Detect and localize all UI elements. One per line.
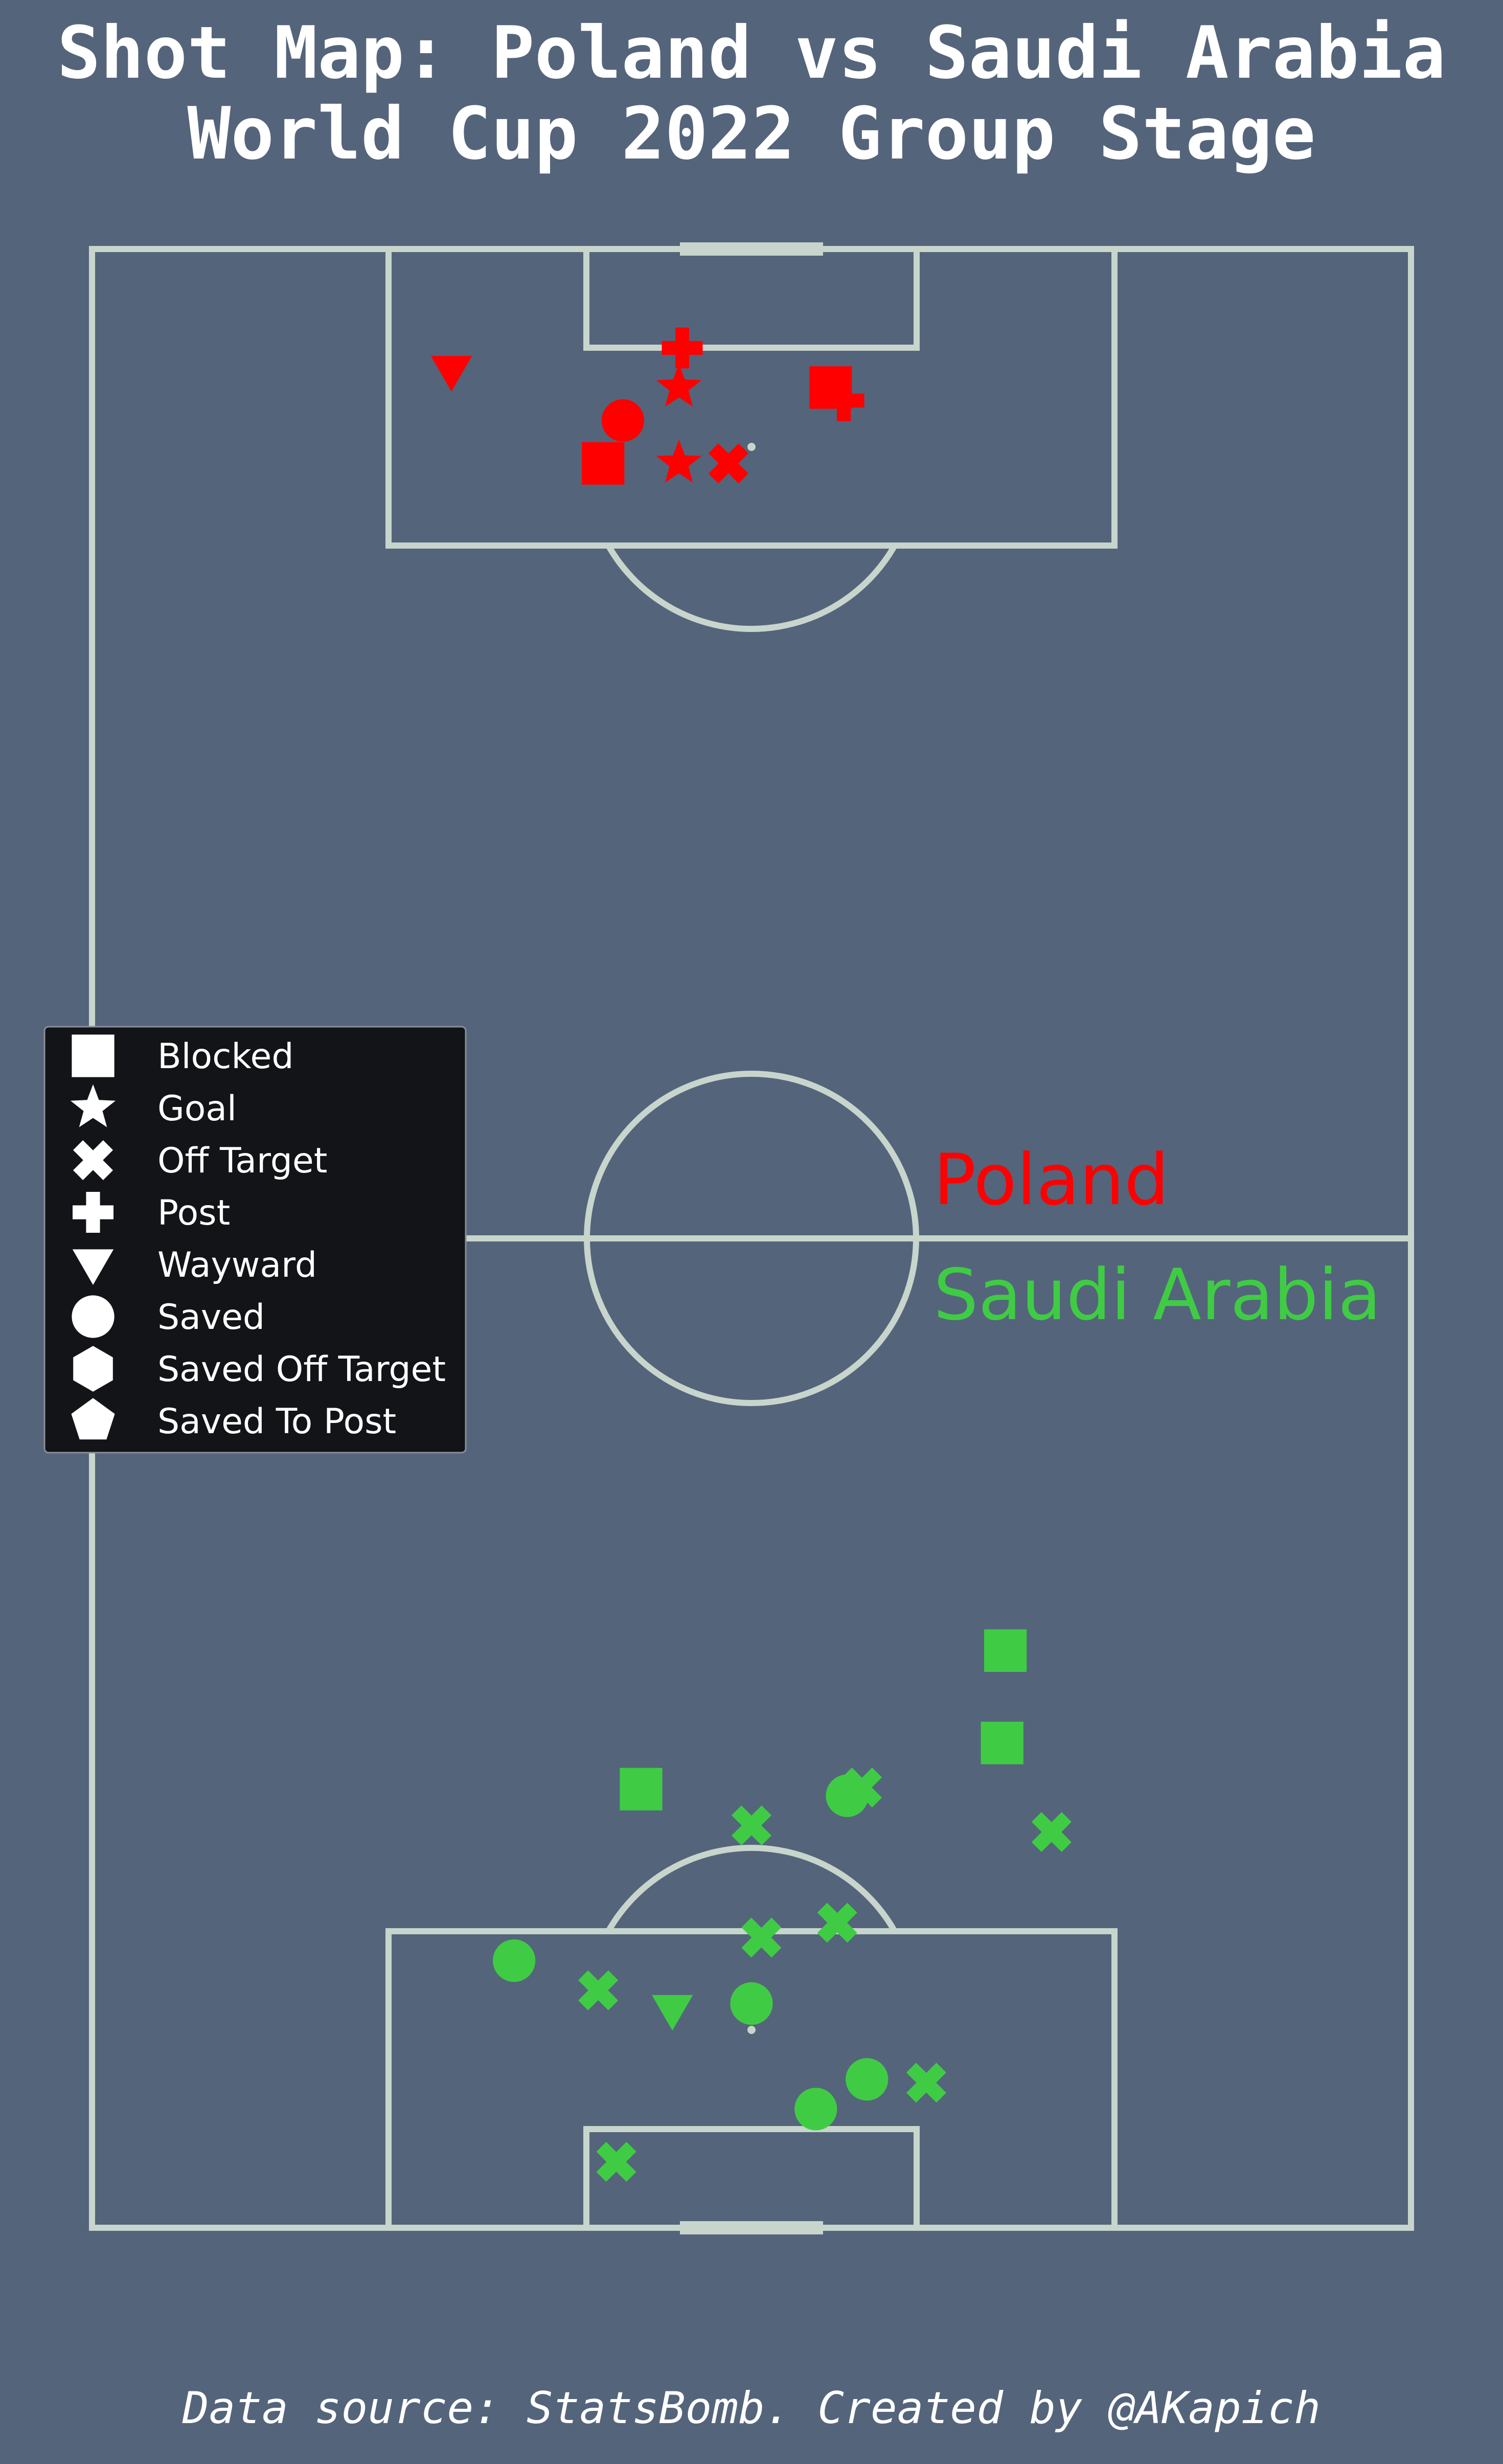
centre-spot	[749, 1236, 754, 1241]
saudi-arabia-shot-blocked	[620, 1768, 663, 1811]
saudi-arabia-shot-off-target	[731, 1805, 772, 1846]
saudi-arabia-shot-off-target	[817, 1903, 857, 1943]
poland-shot-off-target	[708, 443, 748, 484]
saudi-arabia-shot-blocked	[984, 1629, 1027, 1672]
centre-circle	[584, 1071, 919, 1406]
saudi-arabia-shot-saved	[846, 2058, 889, 2101]
team-label-poland: Poland	[933, 1139, 1169, 1221]
legend-saved-to-post-marker	[71, 1398, 115, 1440]
penalty-arc-top	[605, 544, 898, 632]
poland-shot-goal	[656, 439, 702, 483]
saudi-arabia-shot-off-target	[578, 1970, 619, 2010]
legend-saved-off-target-marker	[73, 1346, 113, 1392]
legend-wayward-marker	[72, 1249, 114, 1285]
saudi-arabia-shot-off-target	[596, 2142, 636, 2182]
penalty-spot-top	[747, 443, 756, 451]
saudi-arabia-shot-off-target	[741, 1917, 782, 1958]
penalty-arc-bottom	[605, 1845, 898, 1933]
penalty-area-bottom	[385, 1928, 1118, 2231]
legend-off-target-marker	[73, 1140, 113, 1181]
saudi-arabia-shot-off-target	[906, 2063, 946, 2103]
legend-post-marker	[73, 1192, 113, 1233]
legend-saved-to-post-label: Saved To Post	[157, 1401, 396, 1442]
legend-wayward-label: Wayward	[157, 1245, 317, 1285]
legend: Blocked Goal Off Target Post Wayward Saved Sav…	[43, 1026, 467, 1454]
penalty-area-top	[385, 246, 1118, 549]
poland-shot-post	[662, 327, 703, 369]
poland-shot-wayward	[430, 356, 472, 392]
title-line-1: Shot Map: Poland vs Saudi Arabia	[57, 11, 1446, 95]
saudi-arabia-shot-off-target	[1031, 1812, 1072, 1852]
legend-box	[43, 1026, 467, 1454]
poland-shot-saved	[601, 399, 645, 442]
shots-layer	[430, 327, 1072, 2182]
poland-shot-blocked	[582, 442, 625, 485]
saudi-arabia-shot-blocked	[981, 1722, 1023, 1765]
legend-goal-label: Goal	[157, 1089, 237, 1129]
title-line-2: World Cup 2022 Group Stage	[187, 92, 1316, 176]
saudi-arabia-shot-saved	[730, 1982, 773, 2025]
legend-post-label: Post	[157, 1193, 230, 1233]
saudi-arabia-shot-saved	[493, 1939, 536, 1982]
legend-saved-label: Saved	[157, 1297, 265, 1338]
legend-blocked-label: Blocked	[157, 1036, 294, 1077]
legend-saved-marker	[72, 1295, 115, 1338]
poland-shot-post	[823, 380, 864, 421]
saudi-arabia-shot-saved	[826, 1774, 869, 1817]
legend-blocked-marker	[72, 1034, 115, 1077]
penalty-spot-bottom	[747, 2026, 756, 2034]
legend-saved-off-target-label: Saved Off Target	[157, 1349, 446, 1390]
saudi-arabia-shot-saved	[794, 2088, 837, 2131]
legend-goal-marker	[70, 1084, 116, 1127]
six-yard-box-top	[583, 246, 920, 351]
team-labels: Poland Saudi Arabia	[933, 1139, 1381, 1336]
chart-title: Shot Map: Poland vs Saudi Arabia World C…	[0, 13, 1503, 174]
poland-shot-goal	[656, 364, 702, 407]
legend-off-target-label: Off Target	[157, 1141, 327, 1181]
data-source-footer: Data source: StatsBomb. Created by @AKap…	[182, 2383, 1321, 2434]
six-yard-box-bottom	[583, 2126, 920, 2231]
team-label-saudi-arabia: Saudi Arabia	[933, 1254, 1381, 1336]
saudi-arabia-shot-wayward	[652, 1995, 693, 2031]
